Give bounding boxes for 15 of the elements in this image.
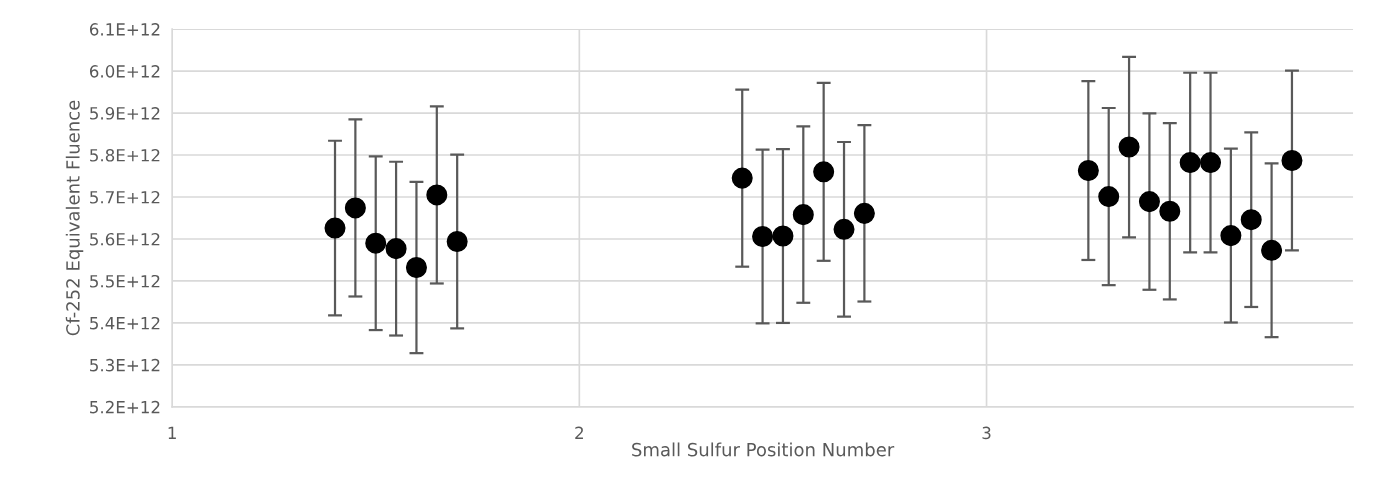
y-tick-label: 5.7E+12 <box>90 190 160 204</box>
y-tick-label: 5.5E+12 <box>90 274 160 288</box>
y-tick-label: 5.9E+12 <box>90 107 160 120</box>
y-tick-label: 5.2E+12 <box>90 400 160 414</box>
x-tick-label: 1 <box>168 426 176 439</box>
x-axis-title: Small Sulfur Position Number <box>632 442 895 457</box>
y-tick-label: 5.3E+12 <box>90 358 160 372</box>
y-tick-label: 6.0E+12 <box>89 65 160 78</box>
y-tick-label: 5.4E+12 <box>90 316 160 330</box>
y-tick-label: 5.6E+12 <box>90 232 160 246</box>
x-tick-label: 2 <box>575 426 583 439</box>
y-axis-title: Cf-252 Equivalent Fluence <box>65 100 84 336</box>
y-tick-label: 5.8E+12 <box>90 148 160 162</box>
x-tick-label: 3 <box>982 426 991 440</box>
y-tick-label: 6.1E+12 <box>89 23 160 36</box>
